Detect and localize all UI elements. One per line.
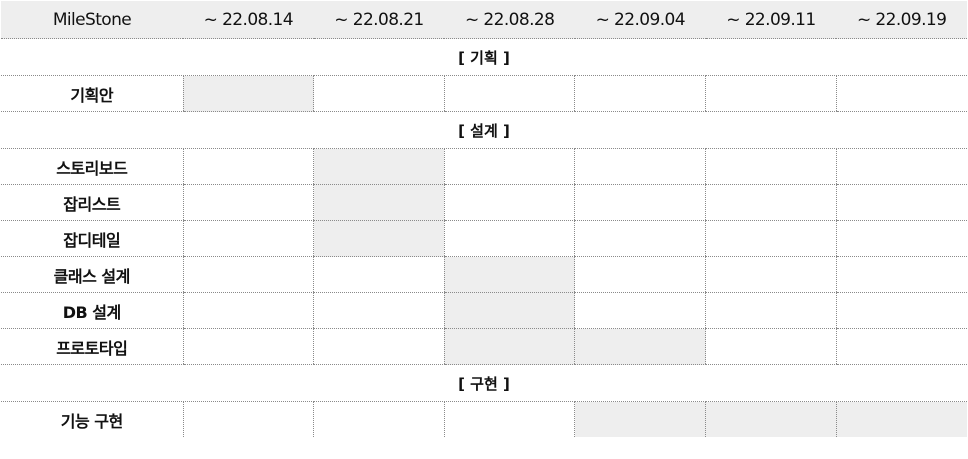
week-cell [574,220,706,257]
week-cell [835,75,967,112]
week-cell [835,148,967,185]
week-cell [182,220,314,257]
task-row: 잡리스트 [1,184,967,221]
week-cell [835,220,967,257]
week-header: ~ 22.08.21 [313,1,445,39]
task-label: 잡리스트 [1,184,183,221]
week-header: ~ 22.09.11 [705,1,837,39]
task-label: 기능 구현 [60,411,123,431]
week-cell [443,401,575,437]
week-cell-active [443,256,575,293]
week-cell-active [313,220,445,257]
week-cell [313,256,445,293]
week-cell [443,75,575,112]
week-cell-active [574,401,706,437]
section-title: [ 구현 ] [1,364,967,402]
week-cell [835,292,967,329]
section-title: [ 설계 ] [1,111,967,149]
task-label: 프로토타입 [1,328,183,365]
week-header: ~ 22.09.19 [836,1,967,39]
section-row-design: [ 설계 ] [1,111,967,149]
week-cell [705,256,837,293]
week-cell [443,148,575,185]
week-cell [182,401,314,437]
week-cell [574,184,706,221]
week-cell [443,184,575,221]
week-cell [705,75,837,112]
task-row: 기획안 [1,75,967,112]
week-header: ~ 22.09.04 [574,1,706,39]
task-label: 잡디테일 [1,220,183,257]
section-row-planning: [ 기획 ] [1,38,967,76]
week-cell [182,292,314,329]
task-label: 클래스 설계 [1,256,183,293]
week-cell-active [313,148,445,185]
week-cell [182,184,314,221]
week-cell-active [705,401,837,437]
task-row: 잡디테일 [1,220,967,257]
week-header: ~ 22.08.28 [444,1,575,39]
week-cell [574,75,706,112]
week-cell [574,148,706,185]
week-cell [443,220,575,257]
section-row-implementation: [ 구현 ] [1,364,967,402]
week-cell [182,256,314,293]
task-row: 기능 구현 [1,401,967,437]
week-cell [313,328,445,365]
week-cell [835,256,967,293]
milestone-header: MileStone [1,1,183,39]
header-row: MileStone ~ 22.08.14 ~ 22.08.21 ~ 22.08.… [1,1,967,39]
week-cell-active [443,292,575,329]
week-cell [574,292,706,329]
task-label: 기획안 [1,75,183,112]
task-row: DB 설계 [1,292,967,329]
milestone-table: MileStone ~ 22.08.14 ~ 22.08.21 ~ 22.08.… [1,1,967,437]
task-row: 스토리보드 [1,148,967,185]
week-cell-active [443,328,575,365]
week-cell-active [313,184,445,221]
task-label: 스토리보드 [1,148,183,185]
week-cell [313,75,445,112]
week-cell [705,292,837,329]
week-cell [574,256,706,293]
week-cell [705,184,837,221]
task-row: 프로토타입 [1,328,967,365]
week-cell [705,148,837,185]
week-cell [835,328,967,365]
week-cell [313,292,445,329]
week-cell [705,328,837,365]
week-cell [182,148,314,185]
section-title: [ 기획 ] [1,38,967,76]
week-cell-active [182,75,314,112]
task-label: DB 설계 [1,292,183,329]
week-cell [705,220,837,257]
week-cell [182,328,314,365]
week-header: ~ 22.08.14 [183,1,314,39]
week-cell-active [574,328,706,365]
task-row: 클래스 설계 [1,256,967,293]
week-cell-active [835,401,967,437]
week-cell [313,401,445,437]
week-cell [835,184,967,221]
